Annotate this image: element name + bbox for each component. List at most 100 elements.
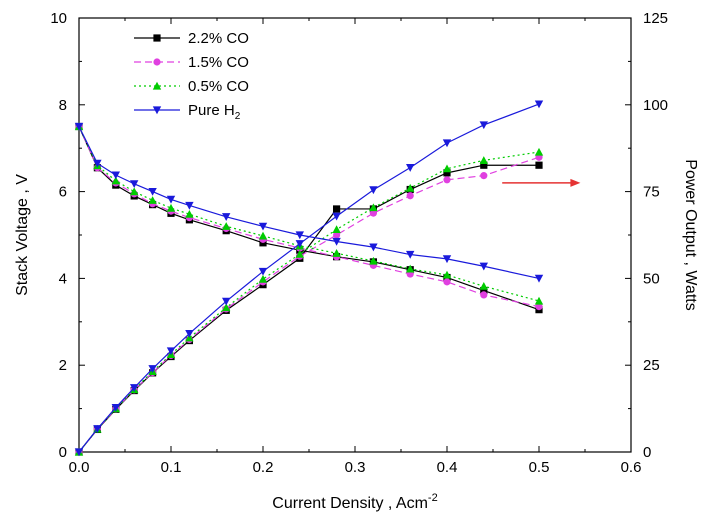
legend-marker-0 <box>153 34 161 42</box>
power-point <box>258 267 268 276</box>
power-point <box>479 156 488 164</box>
power-point <box>406 164 415 172</box>
power-point <box>222 303 231 312</box>
power-point <box>332 212 341 221</box>
voltage-point <box>479 282 488 290</box>
y-left-tick-label: 6 <box>59 184 67 201</box>
y-left-tick-label: 4 <box>59 270 67 287</box>
voltage-line <box>78 126 540 279</box>
y-left-tick-label: 10 <box>50 10 67 27</box>
voltage-point <box>148 188 157 196</box>
power-line <box>78 103 540 453</box>
series-2 <box>74 122 544 456</box>
voltage-line <box>78 126 540 311</box>
voltage-point <box>111 171 120 180</box>
voltage-line <box>78 126 540 302</box>
power-point <box>111 403 120 412</box>
power-point <box>480 172 488 180</box>
power-point <box>185 330 194 338</box>
voltage-point <box>534 274 544 283</box>
power-point <box>534 147 544 156</box>
voltage-point <box>534 296 544 305</box>
voltage-point <box>130 180 139 188</box>
voltage-point <box>406 264 415 273</box>
voltage-point <box>480 286 488 295</box>
power-line <box>78 151 540 453</box>
power-point <box>443 176 451 184</box>
voltage-point <box>295 231 304 240</box>
y-right-tick-label: 75 <box>643 184 660 201</box>
voltage-point <box>443 278 451 286</box>
power-point <box>369 209 377 217</box>
y-left-tick-label: 8 <box>59 97 67 114</box>
x-axis-title-superscript: -2 <box>428 492 438 504</box>
power-point <box>369 203 378 212</box>
voltage-point <box>258 222 268 231</box>
legend-label-1: 1.5% CO <box>188 54 249 71</box>
axes: 0.0 0.1 0.2 0.3 0.4 0.5 0.60246810025507510012… <box>14 10 699 512</box>
legend-marker-1 <box>153 58 161 66</box>
x-tick-label: 0.0 <box>69 459 90 476</box>
y-right-tick-label: 50 <box>643 270 660 287</box>
legend: 2.2% CO 1.5% CO 0.5% CO Pure H2 <box>134 30 249 122</box>
power-point <box>332 225 341 234</box>
power-line <box>78 156 540 453</box>
power-point <box>406 192 414 200</box>
power-point <box>130 384 139 392</box>
x-axis-title: Current Density , Acm-2 <box>272 492 437 512</box>
voltage-line <box>78 126 540 308</box>
voltage-point <box>130 187 139 196</box>
y-right-axis-title: Power Output , Watts <box>682 159 699 310</box>
power-point <box>406 183 415 192</box>
series-layer <box>74 100 544 457</box>
power-point <box>535 161 543 169</box>
power-point <box>442 139 452 148</box>
series-0 <box>75 122 543 456</box>
y-right-tick-label: 125 <box>643 10 668 27</box>
power-line <box>78 164 539 453</box>
power-point <box>443 169 451 177</box>
power-point <box>534 100 544 109</box>
voltage-point <box>166 195 176 204</box>
legend-marker-2 <box>152 81 162 90</box>
voltage-point <box>442 270 452 279</box>
x-tick-label: 0.6 <box>621 459 642 476</box>
power-point <box>369 186 378 195</box>
power-point <box>480 161 488 169</box>
voltage-point <box>479 262 488 271</box>
legend-label-0: 2.2% CO <box>188 30 249 47</box>
y-right-tick-label: 100 <box>643 97 668 114</box>
x-tick-label: 0.4 <box>437 459 458 476</box>
legend-label-2: 0.5% CO <box>188 78 249 95</box>
voltage-point <box>535 303 543 311</box>
x-tick-label: 0.1 <box>161 459 182 476</box>
legend-label-subscript: 2 <box>235 111 241 122</box>
power-point <box>333 205 341 213</box>
voltage-point <box>369 243 378 252</box>
voltage-point <box>258 231 268 240</box>
x-tick-label: 0.3 <box>345 459 366 476</box>
legend-marker-3 <box>152 106 162 115</box>
voltage-point <box>442 255 452 264</box>
plot-frame <box>78 17 632 453</box>
voltage-point <box>148 196 157 204</box>
voltage-point <box>185 201 194 210</box>
power-point <box>295 249 304 258</box>
power-point <box>148 365 157 373</box>
y-left-tick-label: 2 <box>59 357 67 374</box>
power-point <box>93 425 102 433</box>
voltage-point <box>74 122 84 131</box>
power-point <box>333 231 341 239</box>
series-1 <box>75 122 543 456</box>
y-left-axis-title: Stack Voltage , V <box>14 174 31 296</box>
power-point <box>442 164 452 173</box>
annotation-layer <box>502 178 581 187</box>
y-right-tick-label: 0 <box>643 444 651 461</box>
voltage-point <box>222 213 231 221</box>
legend-label-3: Pure H2 <box>188 102 241 122</box>
x-tick-label: 0.2 <box>253 459 274 476</box>
power-point <box>222 297 231 306</box>
series-3 <box>74 100 544 457</box>
power-point <box>295 240 304 248</box>
